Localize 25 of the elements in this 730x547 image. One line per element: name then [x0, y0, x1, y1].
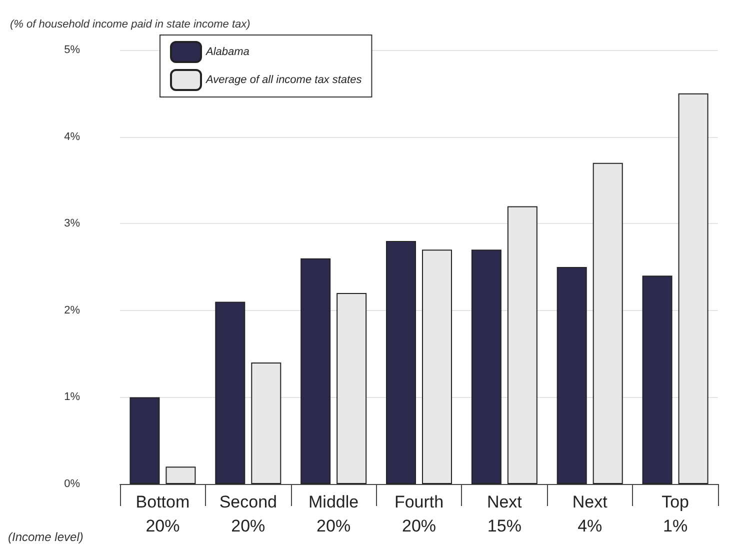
y-tick-label: 3%: [64, 218, 80, 230]
y-tick-label: 0%: [64, 478, 80, 490]
x-tick-label: Second 20%: [219, 492, 277, 536]
y-tick-label: 2%: [64, 304, 80, 316]
y-tick-label: 4%: [64, 130, 80, 143]
bar: [215, 302, 246, 484]
x-tick-label: Top 1%: [662, 492, 689, 536]
bar: [300, 258, 331, 484]
bar: [386, 240, 416, 484]
x-tick-label: Next 4%: [572, 492, 608, 536]
x-tick-label: Fourth 20%: [394, 492, 444, 536]
y-tick-label: 1%: [64, 391, 80, 404]
bar: [556, 267, 587, 484]
x-tick-label: Bottom 20%: [136, 492, 190, 536]
bar: [166, 466, 196, 484]
legend-label: Alabama: [205, 46, 250, 58]
bar: [130, 397, 160, 484]
legend-label: Average of all income tax states: [205, 74, 362, 86]
x-tick-label: Next 15%: [486, 492, 522, 536]
x-tick-label: Middle 20%: [308, 492, 359, 536]
y-tick-label: 5%: [64, 44, 80, 56]
y-axis-title: (% of household income paid in state income tax): [10, 18, 251, 30]
bar: [471, 250, 502, 484]
bar: [642, 276, 672, 484]
text: (Income level): [8, 530, 84, 544]
